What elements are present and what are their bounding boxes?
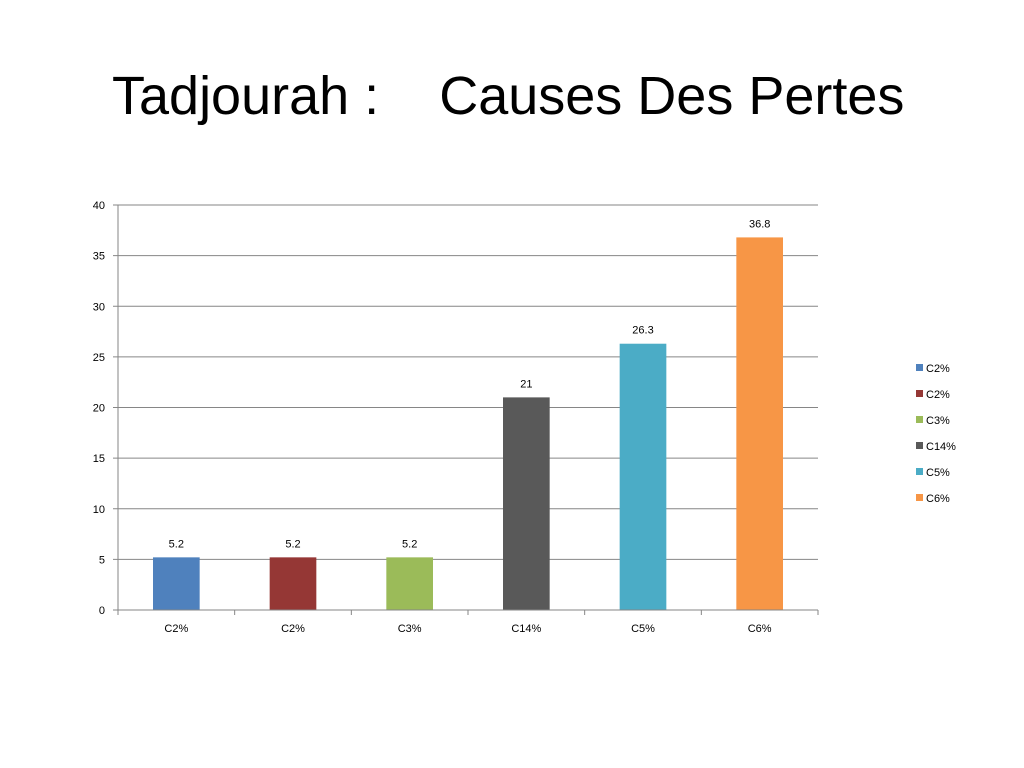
bar — [153, 557, 200, 610]
y-tick-label: 0 — [99, 605, 105, 617]
legend-swatch — [916, 416, 923, 423]
legend-label: C14% — [926, 441, 956, 453]
data-label: 26.3 — [632, 325, 653, 337]
bar — [269, 557, 317, 610]
legend-label: C5% — [926, 467, 950, 479]
legend-swatch — [916, 468, 923, 475]
axes — [113, 204, 819, 615]
legend-label: C3% — [926, 415, 950, 427]
x-tick-label: C5% — [631, 623, 655, 635]
y-tick-label: 35 — [93, 251, 105, 263]
x-tick-label: C6% — [748, 623, 772, 635]
data-label: 5.2 — [169, 538, 184, 550]
legend-label: C2% — [926, 363, 950, 375]
data-label: 5.2 — [285, 538, 300, 550]
y-tick-label: 25 — [93, 352, 105, 364]
x-tick-label: C2% — [164, 623, 188, 635]
legend-swatch — [916, 390, 923, 397]
y-tick-label: 30 — [93, 301, 105, 313]
y-tick-label: 40 — [93, 200, 105, 212]
data-label: 5.2 — [402, 538, 417, 550]
x-tick-label: C3% — [398, 623, 422, 635]
bars — [153, 237, 783, 610]
legend-swatch — [916, 364, 923, 371]
slide-title: Tadjourah : Causes Des Pertes — [112, 66, 905, 126]
bar — [386, 557, 433, 610]
legend-label: C6% — [926, 493, 950, 505]
bar — [503, 397, 550, 610]
y-tick-label: 10 — [93, 504, 105, 516]
y-tick-label: 5 — [99, 554, 105, 566]
labels: 0 5 10 15 20 25 30 35 40 5.2 C2% 5.2 C2% 5.2 C3% 21 C14%… — [93, 200, 772, 635]
legend-label: C2% — [926, 389, 950, 401]
bar — [619, 343, 667, 610]
x-tick-label: C2% — [281, 623, 305, 635]
legend-swatch — [916, 494, 923, 501]
y-tick-label: 15 — [93, 453, 105, 465]
data-label: 21 — [520, 378, 532, 390]
gridlines — [118, 204, 818, 560]
legend: C2% C2% C3% C14% C5% C6% — [916, 363, 956, 505]
legend-swatch — [916, 442, 923, 449]
data-label: 36.8 — [749, 218, 770, 230]
y-tick-label: 20 — [93, 403, 105, 415]
bar — [736, 237, 783, 610]
x-tick-label: C14% — [511, 623, 541, 635]
